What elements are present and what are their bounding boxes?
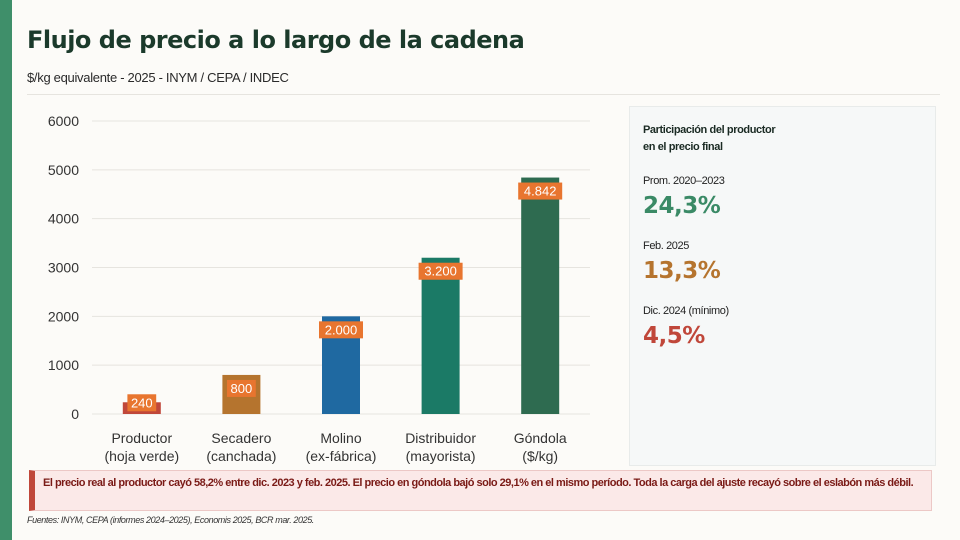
x-tick-label: (hoja verde) [104,448,179,464]
y-tick-label: 5000 [48,162,79,178]
x-tick-label: Distribuidor [405,430,476,446]
y-tick-label: 6000 [48,113,79,129]
panel-title-line1: Participación del productor [643,124,776,136]
sources-footnote: Fuentes: INYM, CEPA (informes 2024–2025)… [27,515,314,525]
y-tick-label: 1000 [48,357,79,373]
data-label-bg [127,394,157,412]
bar-chart: 0 1000 2000 3000 4000 5000 6000 240 800 2.000 3.2… [48,113,590,464]
data-labels: 240 800 2.000 3.200 4.842 [127,182,563,412]
x-tick-label: ($/kg) [522,448,558,464]
x-tick-label: (ex-fábrica) [306,448,377,464]
y-axis: 0 1000 2000 3000 4000 5000 6000 [48,113,79,422]
x-axis: Productor (hoja verde) Secadero (canchada) M… [104,430,566,464]
data-label-bg [227,379,256,397]
panel-title: Participación del productor en el precio… [643,122,843,156]
x-tick-label: Góndola [514,430,567,446]
x-tick-label: (canchada) [206,448,276,464]
bars [122,177,560,414]
stat-value-feb: 13,3% [643,258,721,284]
data-label: 3.200 [424,264,457,279]
stat-value-min: 4,5% [643,323,705,349]
data-label: 2.000 [325,322,358,337]
x-tick-label: Secadero [211,430,271,446]
panel-title-line2: en el precio final [643,141,723,153]
data-label-bg [418,262,463,280]
data-label-bg [518,182,563,200]
stat-label-avg: Prom. 2020–2023 [643,175,725,187]
y-tick-label: 2000 [48,308,79,324]
data-label: 800 [231,381,253,396]
x-tick-label: Productor [111,430,172,446]
bar [421,257,460,414]
y-tick-label: 0 [71,406,79,422]
stat-label-feb: Feb. 2025 [643,240,689,252]
x-tick-label: (mayorista) [406,448,476,464]
stat-value-avg: 24,3% [643,193,721,219]
gridlines [92,120,590,415]
header-divider [27,94,940,95]
producer-share-panel: Participación del productor en el precio… [629,106,936,466]
data-label: 240 [131,395,153,410]
stat-label-min: Dic. 2024 (mínimo) [643,305,729,317]
data-label-bg [319,321,363,339]
y-tick-label: 4000 [48,211,79,227]
callout-box: El precio real al productor cayó 58,2% e… [29,470,932,511]
bar [521,177,560,414]
page-subtitle: $/kg equivalente - 2025 - INYM / CEPA / … [27,70,289,85]
data-label: 4.842 [524,184,557,199]
x-tick-label: Molino [320,430,361,446]
y-tick-label: 3000 [48,260,79,276]
page-title: Flujo de precio a lo largo de la cadena [27,26,525,54]
accent-bar [0,0,12,540]
